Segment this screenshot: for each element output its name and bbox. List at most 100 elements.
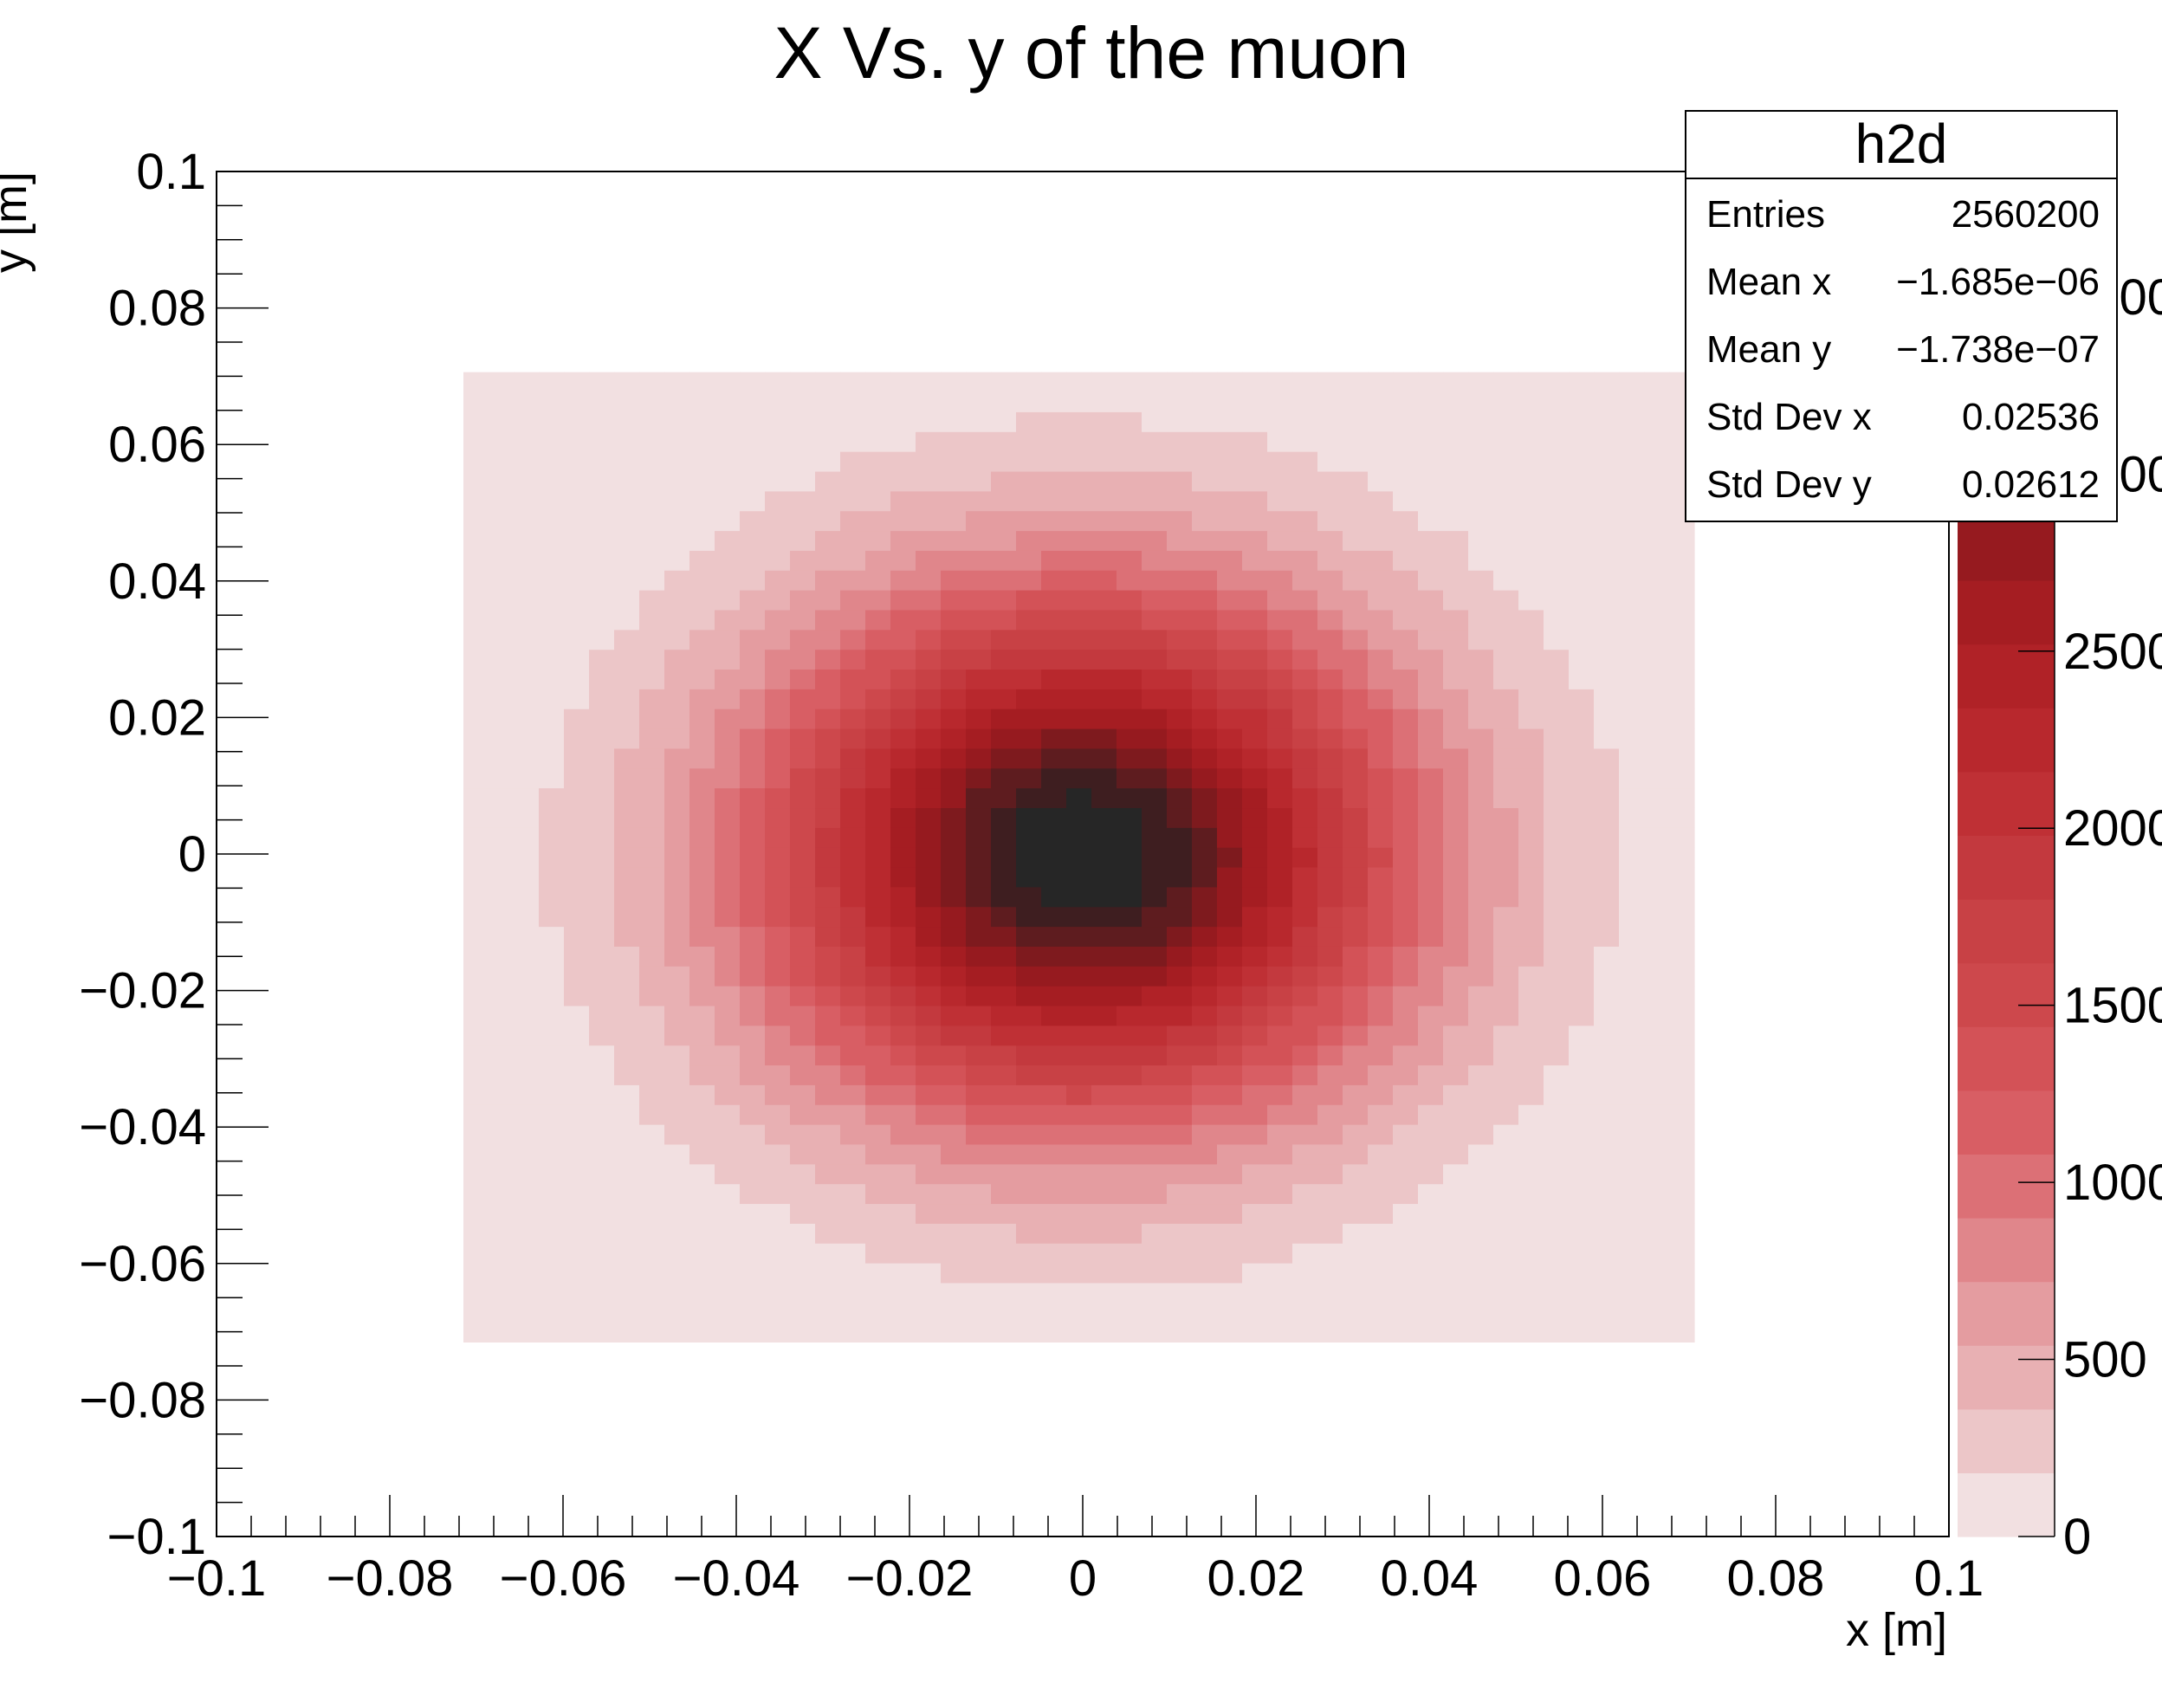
- heatmap-cell: [715, 1243, 741, 1264]
- heatmap-cell: [1544, 590, 1570, 611]
- stats-row-value: −1.738e−07: [1896, 328, 2100, 371]
- heatmap-cell: [1468, 1084, 1494, 1105]
- heatmap-cell: [1418, 609, 1444, 631]
- heatmap-cell: [815, 570, 841, 591]
- heatmap-cell: [1493, 669, 1519, 689]
- heatmap-cell: [941, 609, 967, 631]
- heatmap-cell: [1518, 510, 1544, 532]
- heatmap-cell: [639, 827, 665, 848]
- heatmap-cell: [639, 886, 665, 908]
- heatmap-cell: [1644, 807, 1670, 828]
- heatmap-cell: [589, 689, 615, 709]
- heatmap-cell: [966, 1005, 992, 1026]
- heatmap-cell: [916, 372, 942, 393]
- heatmap-cell: [740, 787, 766, 809]
- heatmap-cell: [815, 451, 841, 472]
- heatmap-cell: [1594, 906, 1620, 928]
- heatmap-cell: [966, 530, 992, 551]
- heatmap-cell: [514, 1183, 540, 1205]
- heatmap-cell: [1267, 669, 1293, 689]
- heatmap-cell: [916, 767, 942, 789]
- heatmap-cell: [941, 490, 967, 512]
- heatmap-cell: [966, 570, 992, 591]
- heatmap-cell: [1267, 590, 1293, 611]
- heatmap-cell: [941, 431, 967, 452]
- heatmap-cell: [790, 1064, 816, 1085]
- heatmap-cell: [463, 827, 489, 848]
- heatmap-cell: [1066, 570, 1092, 591]
- heatmap-cell: [1317, 570, 1343, 591]
- heatmap-cell: [1217, 431, 1243, 452]
- heatmap-cell: [1518, 1223, 1544, 1244]
- heatmap-cell: [589, 966, 615, 987]
- heatmap-cell: [941, 1322, 967, 1343]
- heatmap-cell: [765, 372, 791, 393]
- heatmap-cell: [1443, 372, 1469, 393]
- heatmap-cell: [966, 787, 992, 809]
- heatmap-cell: [1242, 1005, 1268, 1026]
- heatmap-cell: [890, 787, 916, 809]
- heatmap-cell: [1669, 946, 1695, 967]
- heatmap-cell: [1418, 1104, 1444, 1125]
- heatmap-cell: [489, 590, 515, 611]
- heatmap-cell: [1443, 1263, 1469, 1284]
- heatmap-cell: [1594, 728, 1620, 749]
- heatmap-cell: [1343, 431, 1369, 452]
- heatmap-cell: [1117, 431, 1142, 452]
- heatmap-cell: [815, 1064, 841, 1085]
- heatmap-cell: [1217, 1045, 1243, 1066]
- heatmap-cell: [1217, 411, 1243, 432]
- heatmap-cell: [1217, 1163, 1243, 1185]
- heatmap-cell: [664, 669, 690, 689]
- heatmap-cell: [840, 689, 866, 709]
- heatmap-cell: [463, 1064, 489, 1085]
- heatmap-cell: [1142, 490, 1168, 512]
- heatmap-cell: [1418, 827, 1444, 848]
- heatmap-cell: [1644, 411, 1670, 432]
- heatmap-cell: [564, 966, 590, 987]
- heatmap-cell: [1292, 530, 1318, 551]
- heatmap-cell: [1167, 451, 1193, 472]
- heatmap-cell: [765, 847, 791, 868]
- heatmap-cell: [1493, 1183, 1519, 1205]
- heatmap-cell: [1368, 1104, 1394, 1125]
- heatmap-cell: [1091, 530, 1117, 551]
- heatmap-cell: [514, 1163, 540, 1185]
- heatmap-cell: [614, 1183, 640, 1205]
- heatmap-cell: [664, 689, 690, 709]
- heatmap-cell: [1217, 1183, 1243, 1205]
- heatmap-cell: [790, 570, 816, 591]
- heatmap-cell: [1142, 1282, 1168, 1304]
- heatmap-cell: [991, 689, 1017, 709]
- heatmap-cell: [815, 946, 841, 967]
- heatmap-cell: [1117, 1005, 1142, 1026]
- heatmap-cell: [1091, 926, 1117, 947]
- heatmap-cell: [916, 1064, 942, 1085]
- heatmap-cell: [865, 1183, 891, 1205]
- heatmap-cell: [1368, 510, 1394, 532]
- heatmap-cell: [890, 1282, 916, 1304]
- heatmap-cell: [966, 1203, 992, 1224]
- heatmap-cell: [1594, 1045, 1620, 1066]
- heatmap-cell: [815, 391, 841, 412]
- heatmap-cell: [639, 1045, 665, 1066]
- heatmap-cell: [1317, 372, 1343, 393]
- heatmap-cell: [489, 1045, 515, 1066]
- heatmap-cell: [564, 391, 590, 412]
- heatmap-cell: [1343, 906, 1369, 928]
- heatmap-cell: [639, 866, 665, 888]
- heatmap-cell: [463, 906, 489, 928]
- heatmap-cell: [1368, 590, 1394, 611]
- heatmap-cell: [740, 669, 766, 689]
- heatmap-cell: [991, 728, 1017, 749]
- heatmap-cell: [514, 1025, 540, 1046]
- heatmap-cell: [991, 966, 1017, 987]
- heatmap-cell: [1493, 629, 1519, 650]
- heatmap-cell: [1393, 510, 1419, 532]
- heatmap-cell: [664, 986, 690, 1006]
- heatmap-cell: [1317, 1084, 1343, 1105]
- heatmap-cell: [1669, 1025, 1695, 1046]
- heatmap-cell: [916, 926, 942, 947]
- heatmap-cell: [890, 649, 916, 670]
- heatmap-cell: [765, 787, 791, 809]
